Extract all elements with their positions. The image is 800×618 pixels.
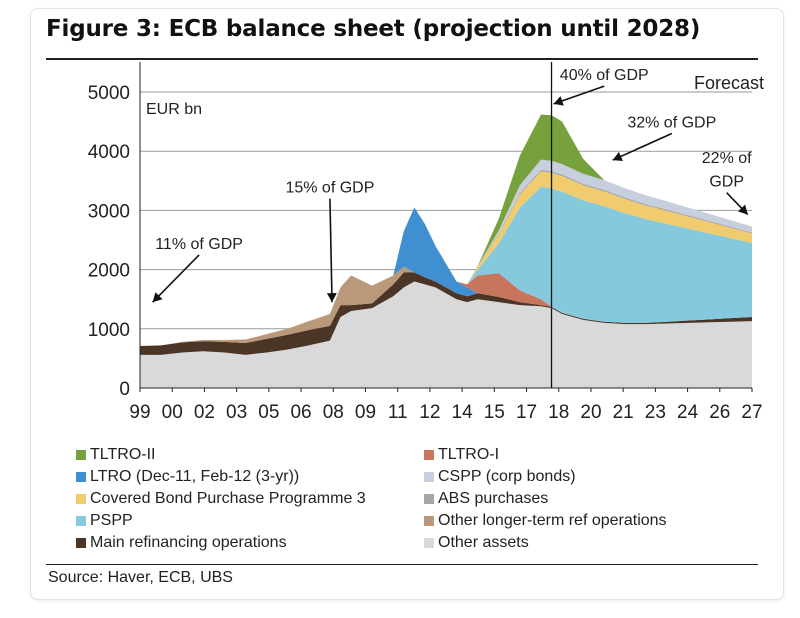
legend-swatch (76, 472, 86, 482)
annotation-label: GDP (709, 174, 744, 191)
y-axis-label: EUR bn (146, 101, 202, 118)
legend-swatch (76, 516, 86, 526)
legend-swatch (424, 472, 434, 482)
x-tick-label: 17 (516, 402, 537, 423)
x-tick-label: 14 (452, 402, 474, 423)
annotation-arrowhead (152, 292, 163, 303)
annotation-arrowhead (553, 96, 564, 106)
x-tick-label: 15 (484, 402, 505, 423)
area-ltro-dec-11-feb-12-3-yr (140, 207, 752, 346)
legend-item: PSPP (76, 510, 133, 532)
x-tick-label: 05 (258, 402, 279, 423)
legend-swatch (424, 494, 434, 504)
legend-item: LTRO (Dec-11, Feb-12 (3-yr)) (76, 466, 299, 488)
annotation-label: 40% of GDP (560, 67, 649, 84)
area-other-assets (140, 281, 752, 388)
ecb-balance-sheet-chart: 0 1000 2000 3000 4000 5000 99 00 02 03 05 06 08 09 11 1… (88, 62, 764, 423)
area-main-refinancing-operations (140, 272, 752, 355)
x-tick-label: 21 (613, 402, 634, 423)
legend-label: CSPP (corp bonds) (438, 468, 576, 485)
y-tick-label: 2000 (88, 261, 130, 282)
annotation-arrow-line (612, 132, 673, 161)
x-tick-label: 23 (645, 402, 666, 423)
legend-swatch (424, 538, 434, 548)
x-tick-label: 18 (548, 402, 569, 423)
legend-swatch (424, 450, 434, 460)
x-tick-label: 99 (129, 402, 150, 423)
annotation-label: 11% of GDP (155, 236, 243, 253)
legend-label: Other longer-term ref operations (438, 512, 667, 529)
legend-item: Main refinancing operations (76, 532, 287, 554)
legend-label: Covered Bond Purchase Programme 3 (90, 490, 366, 507)
legend-swatch (76, 450, 86, 460)
x-tick-label: 09 (355, 402, 376, 423)
legend-item: Covered Bond Purchase Programme 3 (76, 488, 366, 510)
annotation-arrow-line (152, 254, 200, 303)
annotation-label: 15% of GDP (285, 180, 374, 197)
legend-item: Other assets (424, 532, 529, 554)
legend-label: Main refinancing operations (90, 534, 287, 551)
annotation-label: 32% of GDP (627, 115, 716, 132)
annotation-arrowhead (612, 151, 623, 161)
legend-item: ABS purchases (424, 488, 548, 510)
x-tick-label: 11 (388, 402, 408, 423)
x-tick-label: 24 (677, 402, 699, 423)
legend-label: TLTRO-I (438, 446, 500, 463)
title-divider (46, 58, 758, 60)
legend-label: TLTRO-II (90, 446, 156, 463)
legend-label: LTRO (Dec-11, Feb-12 (3-yr)) (90, 468, 300, 485)
legend-label: PSPP (90, 512, 133, 529)
legend-label: ABS purchases (438, 490, 549, 507)
annotation-arrowhead (326, 293, 337, 303)
legend-swatch (76, 494, 86, 504)
y-tick-label: 5000 (88, 83, 130, 104)
x-tick-label: 20 (580, 402, 601, 423)
x-tick-label: 06 (290, 402, 311, 423)
legend-item: CSPP (corp bonds) (424, 466, 576, 488)
legend-swatch (76, 538, 86, 548)
y-tick-label: 0 (119, 379, 130, 400)
x-tick-label: 02 (194, 402, 215, 423)
forecast-label: Forecast (694, 73, 764, 93)
legend-item: Other longer-term ref operations (424, 510, 667, 532)
x-tick-label: 03 (226, 402, 247, 423)
x-tick-label: 08 (323, 402, 344, 423)
legend-label: Other assets (438, 534, 529, 551)
y-tick-label: 1000 (88, 320, 130, 341)
annotation-arrow-line (329, 198, 333, 303)
x-tick-label: 26 (709, 402, 730, 423)
source-note: Source: Haver, ECB, UBS (48, 569, 233, 586)
legend-item: TLTRO-II (76, 444, 155, 466)
annotation-label: 22% of (702, 150, 752, 167)
area-pspp (140, 186, 752, 346)
y-tick-label: 4000 (88, 142, 130, 163)
x-tick-label: 00 (162, 402, 183, 423)
annotation-arrowhead (737, 204, 748, 215)
legend-item: TLTRO-I (424, 444, 499, 466)
legend-swatch (424, 516, 434, 526)
y-tick-label: 3000 (88, 201, 130, 222)
x-tick-label: 27 (741, 402, 762, 423)
page-title: Figure 3: ECB balance sheet (projection … (46, 16, 701, 42)
source-divider (46, 564, 758, 565)
x-tick-label: 12 (419, 402, 440, 423)
